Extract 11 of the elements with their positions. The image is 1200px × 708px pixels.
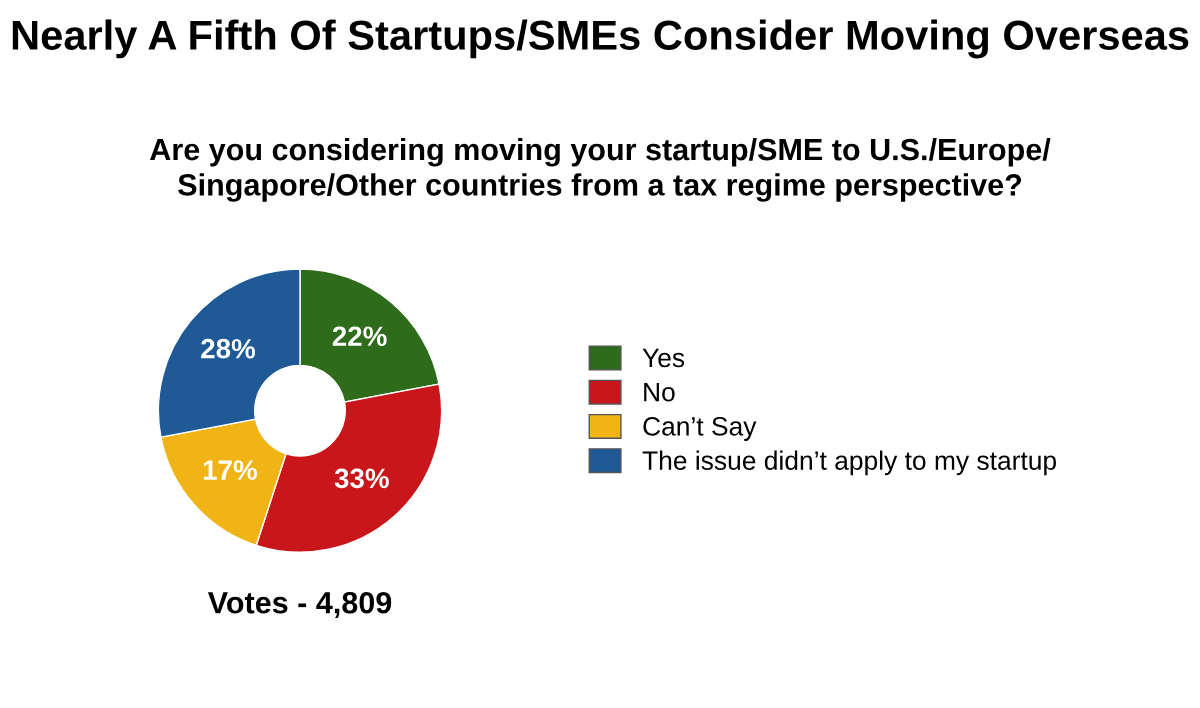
text: Votes - 4,809 <box>207 591 392 618</box>
legend-label: No <box>644 383 675 402</box>
data-label: 22% <box>332 326 387 347</box>
data-label: 17% <box>203 460 257 480</box>
chart-subtitle: Are you considering moving your startup/SME to U.S./Europe/ Singapore/Other countries from a tax regime perspective? <box>150 137 1051 202</box>
chart-title: Nearly A Fifth Of Startups/SMEs Consider Moving Overseas <box>12 19 1189 59</box>
data-label: 33% <box>334 468 389 489</box>
legend-label: The issue didn’t apply to my startup <box>642 450 1057 476</box>
data-label: 28% <box>201 338 256 359</box>
legend-label: Yes <box>642 348 685 368</box>
legend-label: Can’t Say <box>643 417 757 441</box>
